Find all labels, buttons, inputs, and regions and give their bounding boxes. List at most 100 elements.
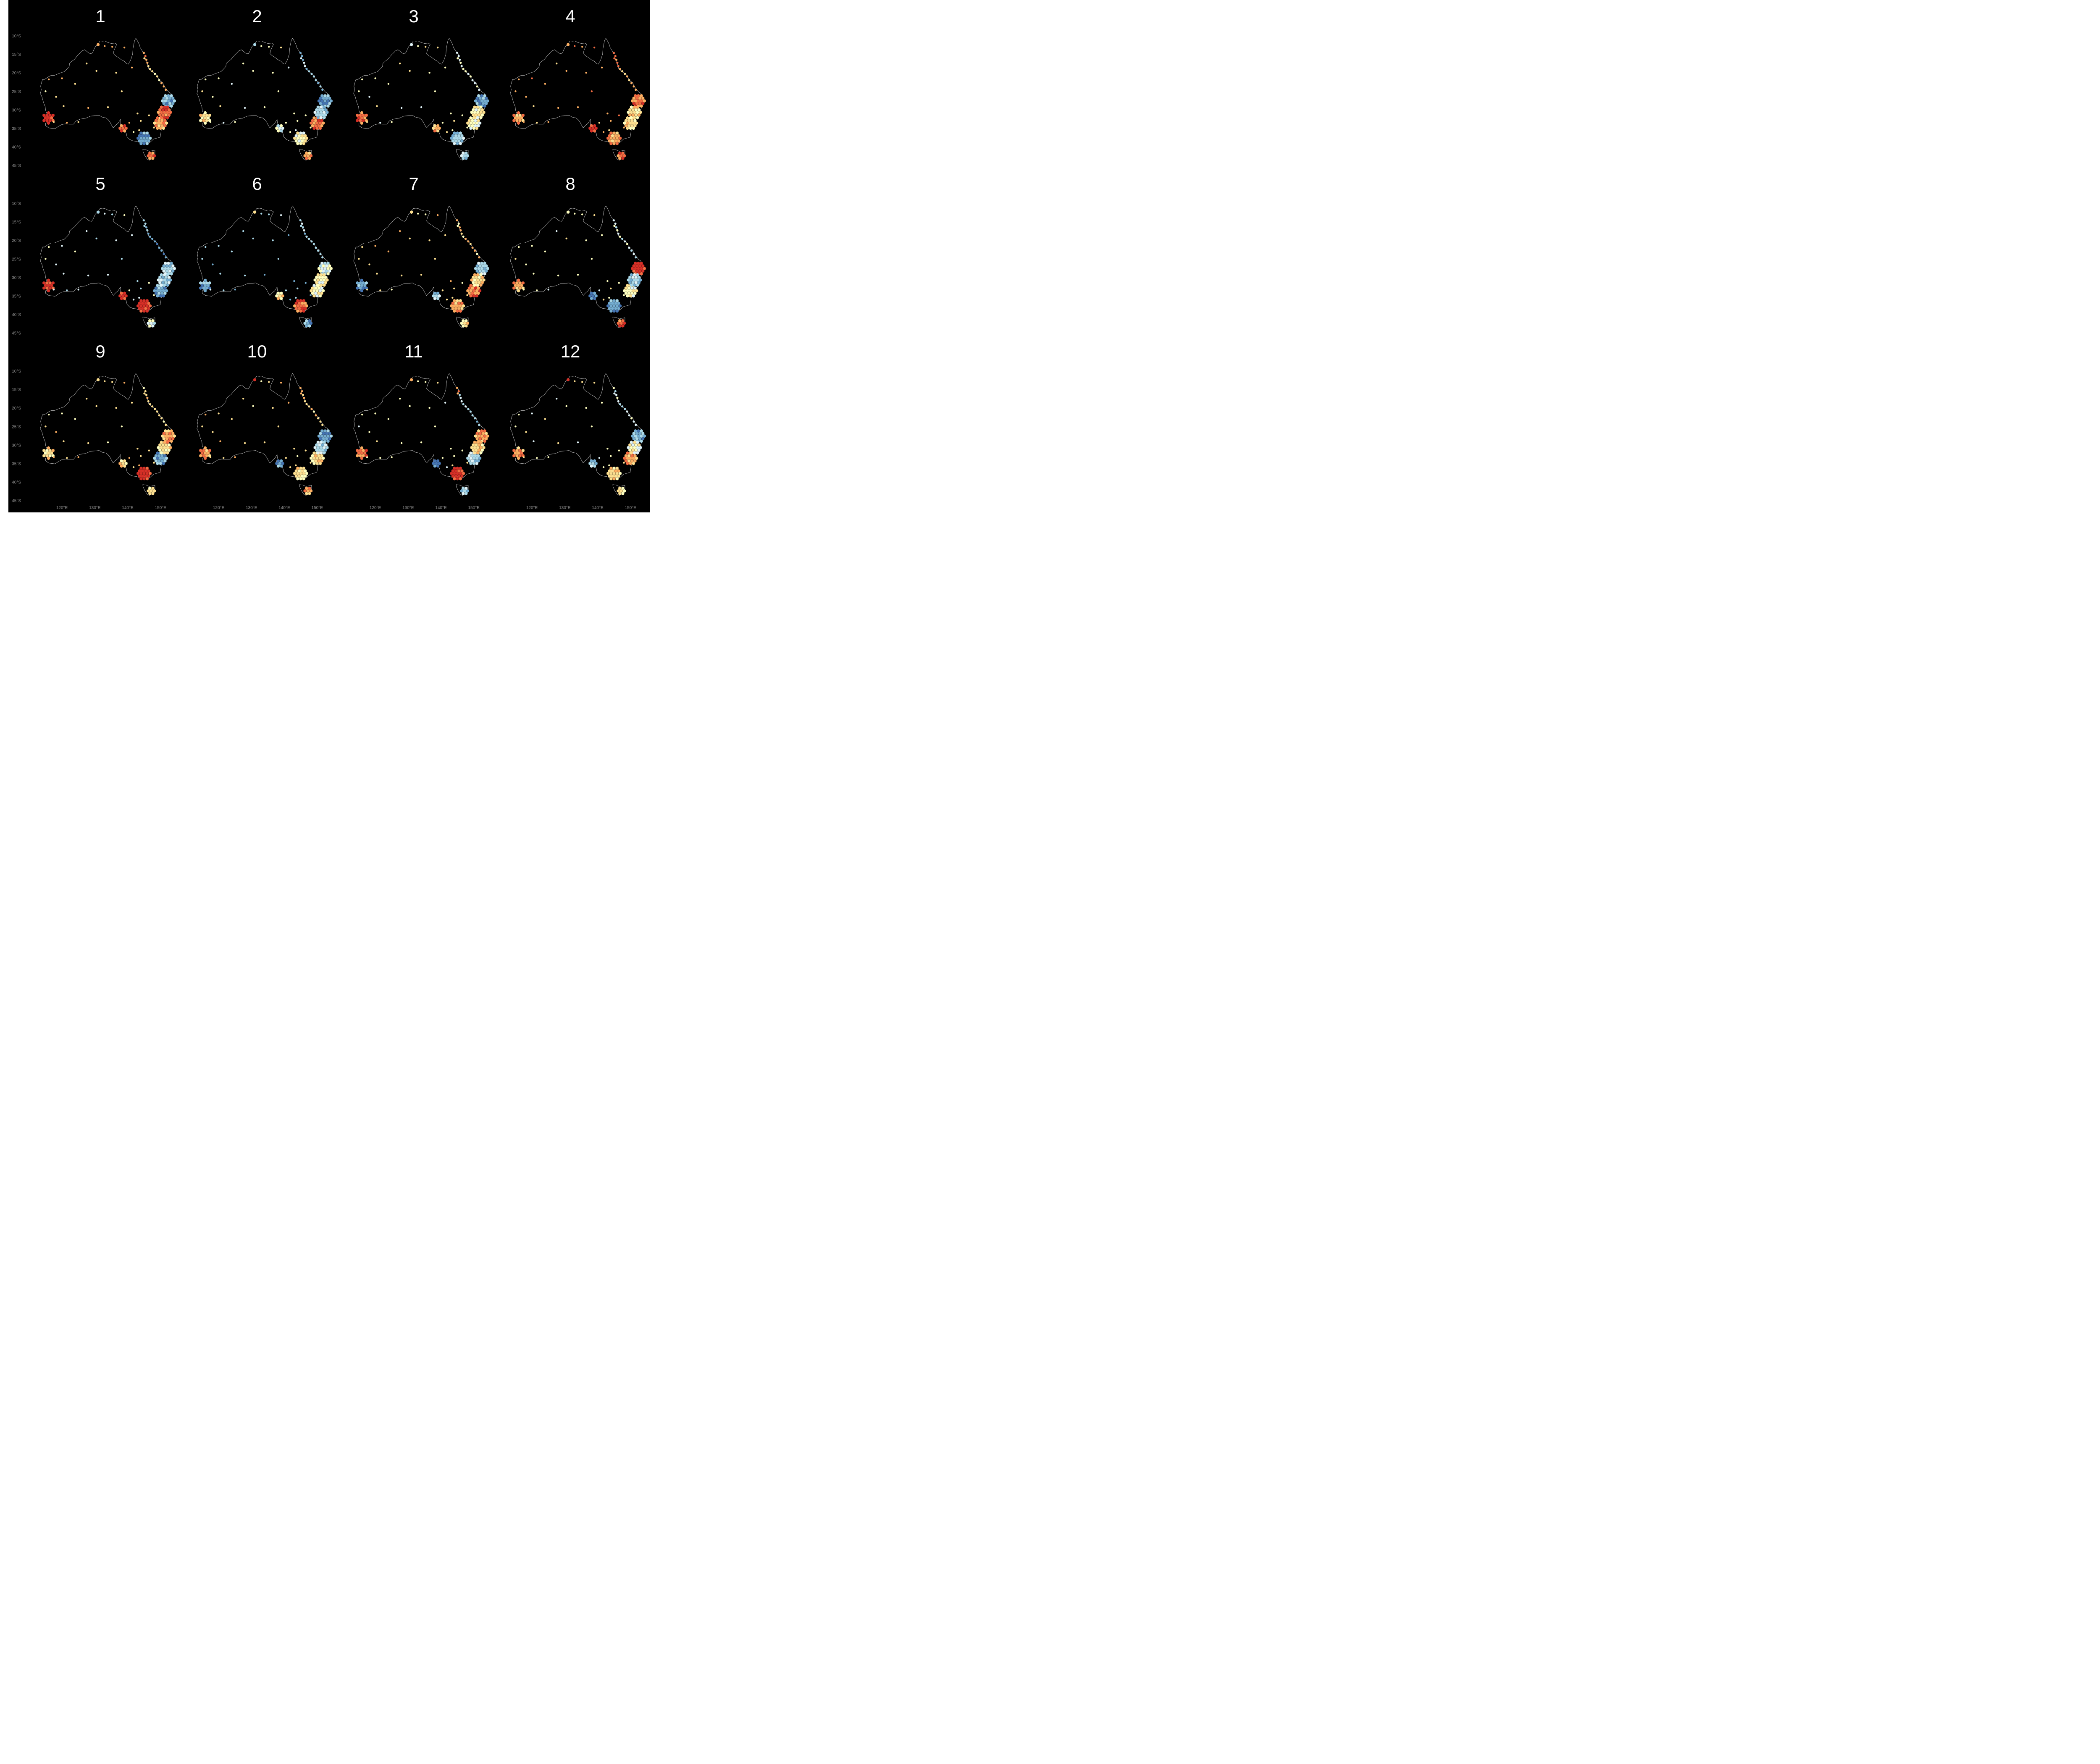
hexbin (636, 105, 639, 109)
x-axis-label: 130°E (402, 506, 414, 510)
hexbin (632, 294, 635, 298)
hexbin (629, 126, 632, 130)
station-point (312, 410, 315, 413)
hexbin (318, 267, 320, 270)
hexbin (623, 121, 626, 125)
hexbin (518, 281, 522, 285)
station-point (598, 122, 601, 124)
hexbin (168, 432, 172, 436)
station-point (300, 225, 302, 227)
hexbin (165, 121, 168, 125)
hexbin (325, 97, 328, 100)
station-point (138, 297, 140, 299)
hexbin (312, 121, 316, 125)
hexbin (302, 472, 305, 475)
hexbin (145, 309, 149, 313)
hexbin (475, 281, 478, 284)
hexbin (612, 142, 616, 145)
hexbin (483, 429, 486, 433)
hexbin (158, 124, 161, 128)
hexbin (166, 278, 169, 282)
hexbin (457, 134, 461, 138)
hexbin (123, 291, 126, 295)
hexbin (594, 294, 598, 298)
hexbin (514, 284, 517, 287)
hexbin (627, 286, 631, 290)
hexbin (362, 281, 365, 285)
hexbin (609, 477, 613, 480)
hexbin (478, 457, 482, 460)
hexbin (159, 457, 162, 460)
hexbin (467, 286, 471, 290)
hexbin (139, 466, 143, 470)
hexbin (473, 446, 476, 449)
hexbin (357, 116, 360, 120)
hexbin (410, 378, 413, 382)
hexbin (614, 302, 617, 305)
hexbin (453, 304, 456, 308)
station-point (461, 282, 463, 284)
hexbin (170, 94, 173, 97)
hexbin (305, 319, 308, 323)
hexbin (160, 118, 164, 122)
station-point (244, 442, 246, 444)
hexbin (320, 118, 323, 122)
hexbin (280, 459, 283, 463)
hexbin (167, 94, 170, 97)
hexbin (638, 264, 642, 268)
station-point (544, 83, 546, 85)
station-point (317, 417, 320, 420)
hexbin (635, 121, 638, 125)
hexbin (482, 446, 486, 449)
hexbin (299, 304, 302, 308)
hexbin (325, 432, 328, 436)
hexbin (144, 307, 147, 310)
hexbin (138, 469, 141, 473)
station-point (280, 214, 282, 216)
station-point (147, 65, 150, 67)
station-point (111, 381, 113, 383)
station-point (469, 410, 472, 413)
station-point (231, 418, 233, 420)
hexbin (138, 302, 141, 305)
hexbin (313, 110, 317, 114)
y-axis-label: 35°S (12, 127, 21, 131)
hexbin (457, 469, 461, 473)
hexbin (314, 459, 318, 463)
hexbin (619, 136, 622, 140)
hexbin (312, 284, 316, 287)
station-point (441, 289, 444, 291)
hexbin (626, 289, 629, 293)
hexbin (615, 477, 619, 480)
station-point (466, 462, 468, 464)
hexbin (593, 297, 596, 300)
station-point (585, 72, 587, 74)
hexbin (617, 489, 620, 493)
hexbin (433, 291, 436, 295)
station-point (153, 294, 155, 296)
hexbin (154, 454, 158, 457)
hexbin (517, 121, 520, 125)
hexbin (321, 108, 324, 112)
hexbin (141, 469, 144, 473)
station-point (148, 114, 150, 116)
hexbin (623, 321, 626, 325)
hexbin (643, 99, 646, 103)
station-point (615, 226, 618, 228)
station-point (95, 70, 97, 72)
hexbin (627, 291, 631, 295)
hexbin (483, 434, 486, 438)
station-point (434, 425, 436, 428)
station-point (285, 289, 287, 291)
hexbin (161, 108, 165, 112)
hexbin (162, 462, 165, 465)
hexbin (144, 474, 147, 478)
station-point (145, 58, 148, 61)
hexbin (163, 283, 166, 287)
station-point (436, 382, 439, 384)
station-point (452, 464, 454, 467)
hexbin (640, 429, 643, 433)
hexbin (628, 281, 632, 284)
station-point (260, 213, 262, 215)
station-point (459, 396, 462, 399)
